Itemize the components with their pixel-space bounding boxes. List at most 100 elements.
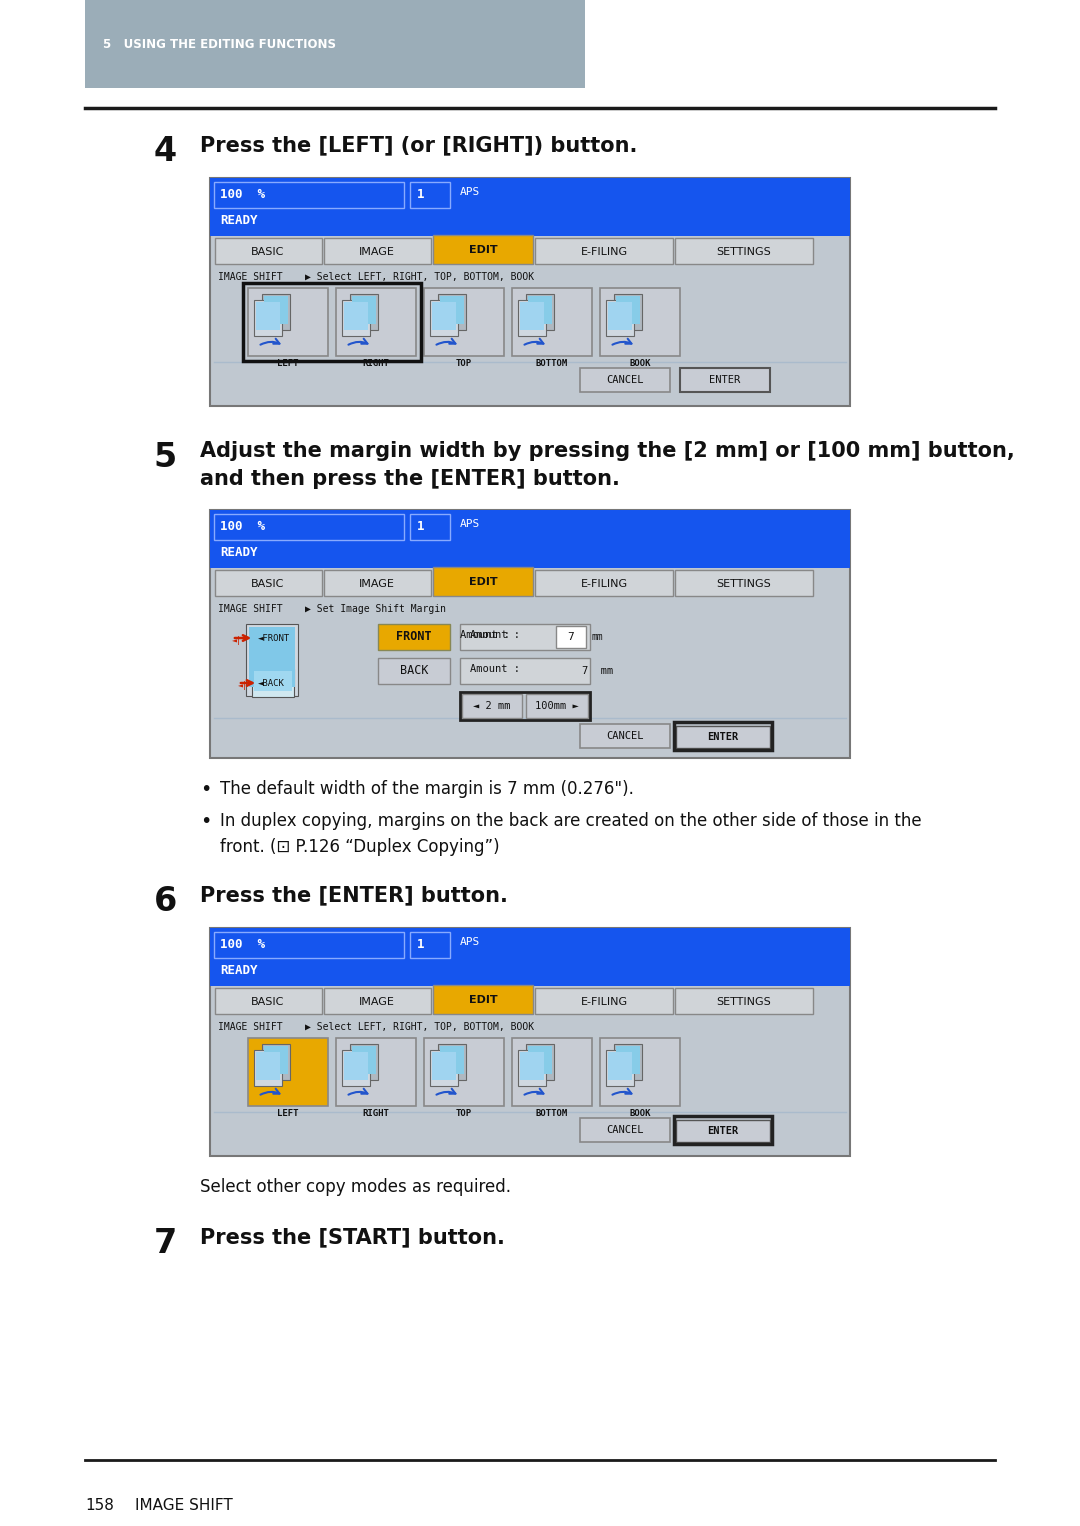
Text: IMAGE SHIFT: IMAGE SHIFT [135, 1499, 233, 1512]
Text: BOTTOM: BOTTOM [536, 1109, 568, 1119]
Bar [352, 1045, 376, 1074]
Bar [215, 987, 322, 1013]
Text: E-FILING: E-FILING [580, 578, 627, 589]
Bar [262, 295, 291, 330]
Bar [378, 658, 450, 684]
Bar [210, 179, 850, 237]
Text: Press the [START] button.: Press the [START] button. [200, 1227, 504, 1247]
Bar [214, 182, 404, 208]
Text: LEFT: LEFT [278, 1109, 299, 1119]
Bar [243, 282, 421, 362]
Bar [606, 1050, 634, 1087]
Text: CANCEL: CANCEL [606, 731, 644, 742]
Text: Amount :: Amount : [460, 630, 510, 639]
Text: and then press the [ENTER] button.: and then press the [ENTER] button. [200, 468, 620, 488]
Bar [433, 568, 534, 597]
Text: ENTER: ENTER [710, 375, 741, 385]
Text: ◄|: ◄| [232, 636, 242, 645]
Text: 1: 1 [417, 938, 424, 951]
Text: BOOK: BOOK [630, 359, 651, 368]
Bar [440, 296, 464, 324]
Bar [438, 1044, 465, 1080]
Text: E-FILING: E-FILING [580, 996, 627, 1007]
Text: CANCEL: CANCEL [606, 375, 644, 385]
Text: TOP: TOP [456, 1109, 472, 1119]
Bar [410, 514, 450, 540]
Text: 100  %: 100 % [220, 520, 265, 533]
Bar [342, 301, 370, 336]
Bar [680, 368, 770, 392]
Text: Press the [LEFT] (or [RIGHT]) button.: Press the [LEFT] (or [RIGHT]) button. [200, 134, 637, 156]
Bar [214, 932, 404, 958]
Text: APS: APS [460, 937, 481, 948]
Bar [616, 296, 640, 324]
Text: SETTINGS: SETTINGS [717, 996, 771, 1007]
Text: ◄FRONT: ◄FRONT [258, 633, 291, 642]
Bar [262, 1044, 291, 1080]
Bar [264, 296, 288, 324]
Text: READY: READY [220, 546, 257, 559]
Bar [254, 671, 292, 691]
Bar [432, 1051, 456, 1080]
Bar [324, 987, 431, 1013]
Bar [519, 1051, 544, 1080]
Bar [256, 1051, 280, 1080]
Text: •: • [200, 812, 212, 832]
Text: BASIC: BASIC [252, 996, 285, 1007]
Bar [210, 179, 850, 406]
Bar [252, 668, 294, 697]
Text: •: • [200, 780, 212, 800]
Bar [440, 1045, 464, 1074]
Bar [256, 302, 280, 330]
Text: 1: 1 [417, 188, 424, 201]
Bar [608, 302, 632, 330]
Bar [676, 726, 770, 748]
Bar [580, 1119, 670, 1141]
Text: Press the [ENTER] button.: Press the [ENTER] button. [200, 885, 508, 905]
Bar [433, 235, 534, 264]
Text: TOP: TOP [456, 359, 472, 368]
Bar [615, 1044, 642, 1080]
Bar [580, 368, 670, 392]
Text: ◄ 2 mm: ◄ 2 mm [473, 700, 511, 711]
Bar [430, 301, 458, 336]
Bar [254, 301, 282, 336]
Bar [512, 288, 592, 356]
Text: EDIT: EDIT [469, 995, 497, 1006]
Bar [248, 1038, 328, 1106]
Text: Amount :: Amount : [470, 664, 519, 674]
Text: BASIC: BASIC [252, 247, 285, 256]
Text: READY: READY [220, 964, 257, 977]
Bar [674, 722, 772, 749]
Text: FRONT: FRONT [396, 630, 432, 644]
Text: ENTER: ENTER [707, 732, 739, 742]
Text: mm: mm [591, 632, 603, 642]
Text: 5: 5 [153, 441, 177, 475]
Bar [430, 1050, 458, 1087]
Bar [424, 288, 504, 356]
Text: Select other copy modes as required.: Select other copy modes as required. [200, 1178, 511, 1196]
Text: 100  %: 100 % [220, 938, 265, 951]
Bar [210, 510, 850, 568]
Bar [535, 571, 673, 597]
Bar [350, 295, 378, 330]
Bar [519, 302, 544, 330]
Bar [249, 627, 295, 687]
Bar [336, 288, 416, 356]
Bar [526, 295, 554, 330]
Text: ENTER: ENTER [707, 1126, 739, 1135]
Text: APS: APS [460, 519, 481, 530]
Bar [345, 1051, 368, 1080]
Bar [528, 296, 552, 324]
Text: BACK: BACK [400, 664, 429, 678]
Bar [675, 238, 813, 264]
Text: SETTINGS: SETTINGS [717, 247, 771, 256]
Bar [85, 0, 585, 89]
Bar [324, 238, 431, 264]
Text: CANCEL: CANCEL [606, 1125, 644, 1135]
Bar [526, 694, 588, 719]
Bar [432, 302, 456, 330]
Text: SETTINGS: SETTINGS [717, 578, 771, 589]
Bar [535, 987, 673, 1013]
Bar [264, 1045, 288, 1074]
